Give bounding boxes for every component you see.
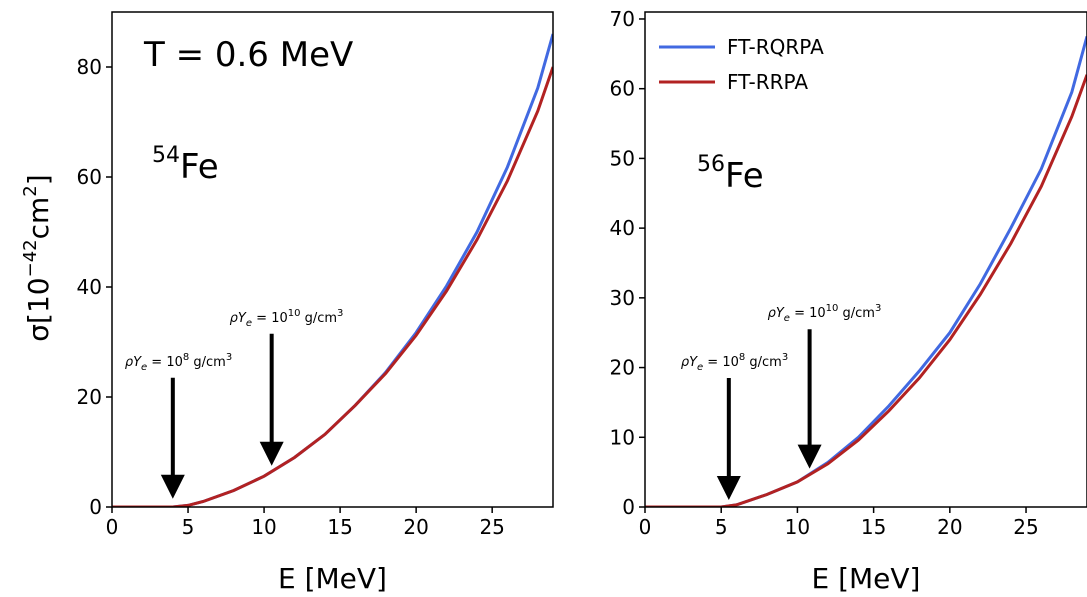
y-tick-label: 0 xyxy=(89,495,102,519)
y-tick-label: 70 xyxy=(610,7,635,31)
x-tick-label: 20 xyxy=(937,515,962,539)
nucleus-label: 56Fe xyxy=(697,152,764,196)
annotation-arrow-head xyxy=(259,441,284,466)
density-annotation: ρYe = 1010 g/cm3 xyxy=(768,303,882,324)
x-tick-label: 10 xyxy=(785,515,810,539)
x-tick-label: 0 xyxy=(106,515,119,539)
plot-frame xyxy=(111,11,554,508)
y-tick-label: 60 xyxy=(610,77,635,101)
x-tick-label: 10 xyxy=(251,515,276,539)
annotation-arrow-head xyxy=(716,476,741,501)
y-axis-title: σ[10−42cm2] xyxy=(20,174,55,341)
y-tick-label: 0 xyxy=(622,495,635,519)
legend-label: FT-RQRPA xyxy=(727,35,824,59)
nucleus-label: 54Fe xyxy=(152,143,219,187)
x-tick-label: 5 xyxy=(182,515,195,539)
y-tick-label: 80 xyxy=(77,55,102,79)
y-tick-label: 50 xyxy=(610,146,635,170)
x-tick-label: 0 xyxy=(639,515,652,539)
density-annotation: ρYe = 1010 g/cm3 xyxy=(230,308,344,329)
x-axis-title: E [MeV] xyxy=(812,562,921,595)
y-tick-label: 20 xyxy=(77,385,102,409)
panel-54fe: 0 5 10 15 20 25 0 20 40 60 80 E [MeV] T = 0.6 MeV 54F… xyxy=(77,11,554,595)
x-tick-label: 5 xyxy=(715,515,728,539)
y-tick-label: 30 xyxy=(610,286,635,310)
x-tick-label: 20 xyxy=(403,515,428,539)
annotation-arrow-head xyxy=(797,444,822,469)
x-axis-title: E [MeV] xyxy=(278,562,387,595)
series-line-ft-rrpa xyxy=(112,66,553,507)
density-annotation: ρYe = 108 g/cm3 xyxy=(125,352,232,373)
x-tick-label: 25 xyxy=(479,515,504,539)
y-tick-label: 40 xyxy=(77,275,102,299)
panel-56fe: 0 5 10 15 20 25 0 10 20 30 40 50 60 70 E [MeV] 56Fe ρYe … xyxy=(610,7,1087,595)
y-tick-label: 10 xyxy=(610,425,635,449)
series-line-ft-rqrpa xyxy=(112,33,553,507)
series-line-ft-rqrpa xyxy=(645,36,1087,507)
series-line-ft-rrpa xyxy=(645,74,1087,507)
annotation-arrow-head xyxy=(160,474,185,499)
y-tick-label: 60 xyxy=(77,165,102,189)
density-annotation: ρYe = 108 g/cm3 xyxy=(681,352,788,373)
x-tick-label: 25 xyxy=(1013,515,1038,539)
y-tick-label: 20 xyxy=(610,356,635,380)
y-tick-label: 40 xyxy=(610,216,635,240)
x-tick-label: 15 xyxy=(327,515,352,539)
plot-frame xyxy=(644,11,1087,508)
x-tick-label: 15 xyxy=(861,515,886,539)
legend-label: FT-RRPA xyxy=(727,70,808,94)
temperature-label: T = 0.6 MeV xyxy=(143,35,353,75)
